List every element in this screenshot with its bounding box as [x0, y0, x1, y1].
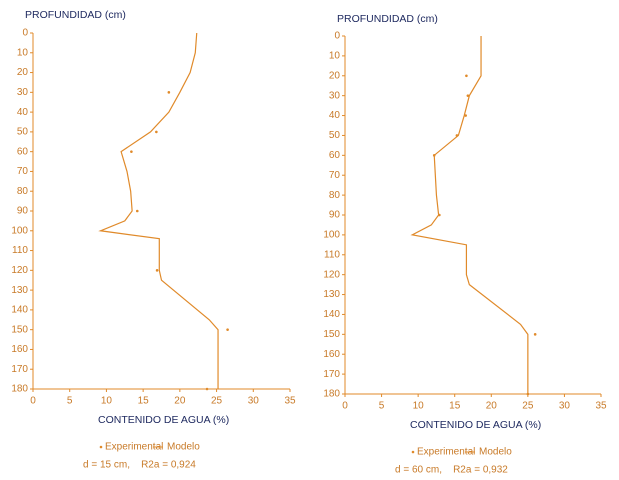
legend-label: Experimental: [105, 442, 163, 453]
x-axis-label: CONTENIDO DE AGUA (%): [98, 414, 229, 426]
data-point: [135, 209, 139, 213]
y-tick-label: 10: [329, 51, 341, 62]
model-line: [98, 32, 219, 389]
y-tick-label: 90: [17, 206, 29, 217]
y-tick-label: 170: [11, 364, 28, 375]
x-tick-label: 5: [67, 396, 73, 407]
x-tick-label: 10: [413, 401, 425, 412]
y-tick-label: 120: [11, 265, 28, 276]
chart-note: d = 15 cm, R2a = 0,924: [83, 460, 196, 471]
data-point: [533, 333, 537, 336]
y-tick-label: 80: [329, 190, 341, 201]
y-tick-label: 80: [17, 186, 29, 197]
chart-note: d = 60 cm, R2a = 0,932: [395, 465, 508, 476]
data-point: [167, 91, 171, 94]
x-tick-label: 5: [379, 401, 385, 412]
x-tick-label: 35: [284, 396, 296, 407]
y-tick-label: 160: [11, 344, 28, 355]
legend-label: Modelo: [479, 447, 512, 458]
legend-label: Experimental: [417, 447, 475, 458]
y-tick-label: 0: [334, 31, 340, 42]
axis-frame: [32, 33, 290, 390]
y-tick-label: 110: [12, 245, 28, 256]
model-line: [410, 36, 529, 394]
y-tick-label: 40: [17, 107, 29, 118]
y-tick-label: 40: [329, 110, 341, 121]
y-tick-label: 120: [323, 269, 340, 280]
legend-marker: [99, 445, 103, 449]
x-tick-label: 15: [449, 401, 461, 412]
x-axis-label: CONTENIDO DE AGUA (%): [410, 419, 541, 431]
y-tick-label: 170: [323, 369, 340, 380]
legend-label: Modelo: [167, 442, 200, 453]
x-tick-label: 0: [342, 401, 348, 412]
y-tick-label: 180: [323, 389, 340, 400]
y-tick-label: 160: [323, 349, 340, 360]
data-point: [130, 150, 133, 153]
y-tick-label: 100: [323, 230, 340, 241]
y-tick-label: 140: [11, 305, 28, 316]
y-tick-label: 20: [329, 70, 341, 81]
y-tick-label: 20: [17, 67, 29, 78]
x-tick-label: 15: [138, 396, 150, 407]
x-tick-label: 30: [559, 401, 571, 412]
data-point: [466, 94, 470, 97]
y-tick-label: 90: [329, 210, 341, 221]
data-point: [155, 130, 158, 134]
y-tick-label: 60: [17, 146, 29, 157]
x-tick-label: 20: [174, 396, 186, 407]
x-tick-label: 0: [30, 396, 36, 407]
chart-title: PROFUNDIDAD (cm): [337, 13, 438, 25]
y-tick-label: 100: [11, 225, 28, 236]
data-point: [205, 387, 209, 391]
y-tick-label: 110: [324, 249, 340, 260]
y-tick-label: 30: [329, 90, 341, 101]
y-tick-label: 130: [323, 289, 340, 300]
data-point: [464, 114, 467, 117]
y-tick-label: 140: [323, 309, 340, 320]
y-tick-label: 130: [11, 285, 28, 296]
data-point: [465, 74, 468, 78]
x-tick-label: 25: [211, 396, 223, 407]
y-tick-label: 30: [17, 87, 29, 98]
x-tick-label: 35: [595, 401, 607, 412]
y-tick-label: 150: [323, 329, 340, 340]
data-point: [155, 269, 159, 272]
legend-marker: [411, 450, 415, 454]
y-tick-label: 150: [11, 324, 28, 335]
y-tick-label: 50: [17, 127, 29, 138]
x-tick-label: 30: [248, 396, 260, 407]
x-tick-label: 25: [522, 401, 534, 412]
chart-title: PROFUNDIDAD (cm): [25, 9, 126, 21]
x-tick-label: 20: [486, 401, 498, 412]
y-tick-label: 10: [17, 47, 29, 58]
y-tick-label: 0: [22, 28, 28, 39]
y-tick-label: 50: [329, 130, 341, 141]
y-tick-label: 70: [17, 166, 29, 177]
y-tick-label: 70: [329, 170, 341, 181]
data-point: [226, 328, 229, 331]
x-tick-label: 10: [101, 396, 113, 407]
y-tick-label: 60: [329, 150, 341, 161]
y-tick-label: 180: [11, 384, 28, 395]
